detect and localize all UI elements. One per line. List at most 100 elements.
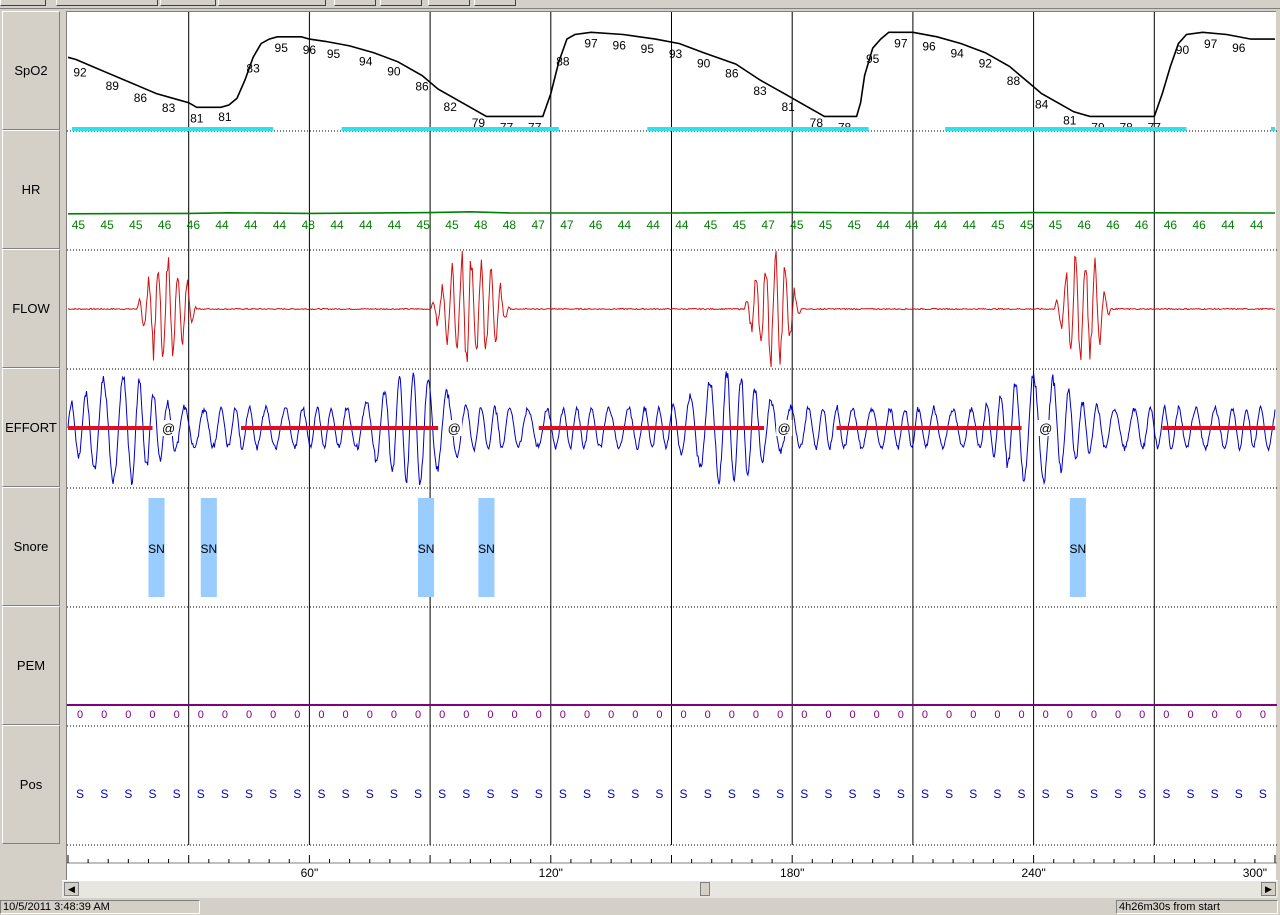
position-label: S [583,787,591,801]
hr-value-label: 47 [531,218,545,232]
scrollbar-thumb[interactable] [700,882,711,896]
effort-event-bar [836,426,1022,430]
pem-level-label: 0 [608,709,614,721]
channel-label-flow[interactable]: FLOW [2,249,60,368]
hr-value-label: 46 [187,218,201,232]
pem-level-label: 0 [801,709,807,721]
hr-value-label: 48 [302,218,316,232]
hr-value-label: 45 [445,218,459,232]
pem-level-label: 0 [849,709,855,721]
position-label: S [221,787,229,801]
spo2-value-label: 82 [444,100,458,114]
position-label: S [462,787,470,801]
scroll-left-arrow-icon[interactable]: ◀ [64,882,79,896]
spo2-value-label: 81 [190,111,204,125]
hr-value-label: 48 [503,218,517,232]
toolbar-button[interactable] [474,0,516,6]
spo2-value-label: 97 [584,36,598,50]
desaturation-event-bar [647,127,869,131]
pem-level-label: 0 [898,709,904,721]
toolbar-button[interactable] [56,0,158,6]
pem-level-label: 0 [149,709,155,721]
hr-value-label: 45 [417,218,431,232]
pem-level-label: 0 [101,709,107,721]
toolbar-button[interactable] [380,0,422,6]
pem-level-label: 0 [174,709,180,721]
pem-level-label: 0 [415,709,421,721]
hr-value-label: 45 [848,218,862,232]
hr-value-label: 45 [100,218,114,232]
position-label: S [873,787,881,801]
spo2-value-label: 86 [134,91,148,105]
pem-level-label: 0 [487,709,493,721]
position-label: S [1090,787,1098,801]
hr-value-label: 45 [1020,218,1034,232]
snore-event-bar [418,498,435,597]
hr-value-label: 46 [589,218,603,232]
pem-level-label: 0 [343,709,349,721]
pem-level-label: 0 [318,709,324,721]
pem-level-label: 0 [512,709,518,721]
channel-label-hr[interactable]: HR [2,130,60,249]
horizontal-scrollbar[interactable]: ◀ ▶ [62,880,1278,898]
toolbar-button[interactable] [218,0,326,6]
polysomnography-plot[interactable]: 60" 120" 180" 240" 300" 92 89 86 83 81 81 83 95 96 95 9… [66,11,1277,881]
channel-label-effort[interactable]: EFFORT [2,368,60,487]
hr-value-label: 44 [905,218,919,232]
position-label: S [293,787,301,801]
position-label: S [921,787,929,801]
arousal-marker-bg [160,420,177,436]
spo2-value-label: 78 [810,116,824,130]
hr-value-label: 48 [474,218,488,232]
pem-level-label: 0 [222,709,228,721]
pem-level-label: 0 [536,709,542,721]
position-label: S [655,787,663,801]
position-label: S [486,787,494,801]
channel-label-text: HR [21,182,41,197]
spo2-value-label: 88 [1007,74,1021,88]
toolbar-button[interactable] [428,0,470,6]
toolbar-button[interactable] [334,0,376,6]
pem-level-label: 0 [825,709,831,721]
pem-level-label: 0 [994,709,1000,721]
effort-event-bar [241,426,439,430]
scroll-right-arrow-icon[interactable]: ▶ [1261,882,1276,896]
channel-label-text: Snore [13,539,49,554]
pem-level-label: 0 [656,709,662,721]
spo2-value-label: 95 [275,41,289,55]
time-tick-label: 300" [1243,866,1267,880]
pem-level-label: 0 [198,709,204,721]
status-datetime: 10/5/2011 3:48:39 AM [0,900,200,914]
position-label: S [366,787,374,801]
pem-level-label: 0 [125,709,131,721]
position-label: S [1259,787,1267,801]
spo2-value-label: 94 [950,47,964,61]
pem-level-label: 0 [1067,709,1073,721]
toolbar-button[interactable] [160,0,216,6]
channel-label-spo2[interactable]: SpO2 [2,11,60,130]
pem-level-label: 0 [753,709,759,721]
pem-level-label: 0 [1260,709,1266,721]
channel-label-text: FLOW [12,301,50,316]
spo2-value-label: 83 [162,101,176,115]
pem-level-label: 0 [946,709,952,721]
channel-label-snore[interactable]: Snore [2,487,60,606]
hr-value-label: 44 [215,218,229,232]
position-label: S [1187,787,1195,801]
toolbar-button[interactable] [0,0,46,6]
position-label: S [1138,787,1146,801]
hr-value-label: 46 [158,218,172,232]
position-label: S [631,787,639,801]
effort-event-bar [1162,426,1275,430]
pem-level-label: 0 [1236,709,1242,721]
hr-value-label: 44 [646,218,660,232]
pem-level-label: 0 [1018,709,1024,721]
channel-label-pos[interactable]: Pos [2,725,60,844]
position-label: S [124,787,132,801]
spo2-value-label: 96 [1232,41,1246,55]
channel-label-text: Pos [19,777,43,792]
channel-label-pem[interactable]: PEM [2,606,60,725]
hr-value-label: 44 [1250,218,1264,232]
hr-value-label: 45 [790,218,804,232]
pem-level-label: 0 [777,709,783,721]
